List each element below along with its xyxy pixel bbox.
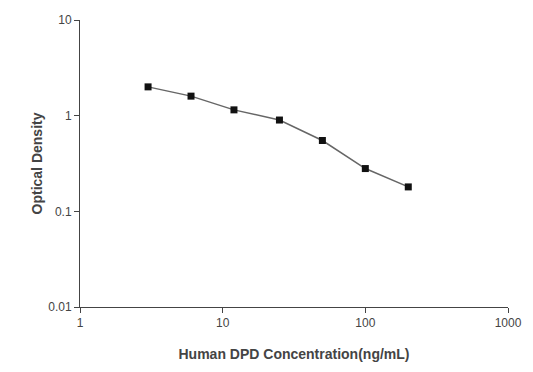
svg-text:Human DPD Concentration(ng/mL): Human DPD Concentration(ng/mL) [179, 346, 410, 362]
svg-text:Optical Density: Optical Density [29, 112, 45, 214]
svg-text:1: 1 [77, 316, 84, 330]
svg-text:0.1: 0.1 [55, 205, 72, 219]
svg-text:100: 100 [355, 316, 375, 330]
svg-text:10: 10 [58, 13, 72, 27]
svg-text:10: 10 [216, 316, 230, 330]
svg-text:0.01: 0.01 [48, 300, 72, 314]
svg-text:1000: 1000 [495, 316, 522, 330]
svg-text:1: 1 [65, 109, 72, 123]
